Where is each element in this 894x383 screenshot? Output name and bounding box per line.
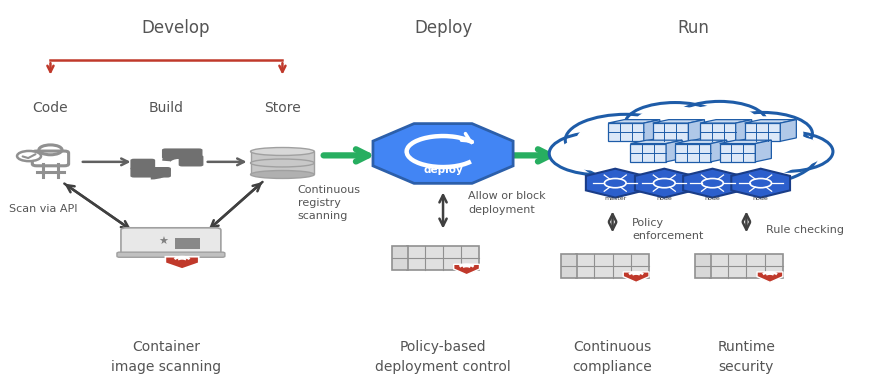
Circle shape [721, 116, 803, 151]
Text: Build: Build [148, 101, 184, 115]
Text: Code: Code [32, 101, 68, 115]
Text: node: node [752, 196, 768, 201]
FancyBboxPatch shape [576, 254, 648, 278]
Text: Store: Store [264, 101, 300, 115]
Polygon shape [735, 119, 751, 141]
Circle shape [565, 114, 686, 166]
FancyBboxPatch shape [561, 254, 577, 278]
Text: Continuous
compliance: Continuous compliance [572, 340, 652, 374]
FancyBboxPatch shape [117, 252, 224, 257]
Circle shape [590, 127, 714, 180]
FancyBboxPatch shape [392, 246, 408, 270]
Polygon shape [607, 123, 643, 141]
Ellipse shape [250, 147, 314, 155]
Polygon shape [674, 144, 710, 162]
Polygon shape [629, 144, 665, 162]
Text: Develop: Develop [141, 19, 209, 37]
Polygon shape [710, 140, 726, 162]
FancyBboxPatch shape [121, 228, 221, 256]
Polygon shape [250, 152, 314, 175]
Polygon shape [699, 119, 751, 123]
Circle shape [549, 132, 648, 175]
FancyBboxPatch shape [179, 155, 203, 167]
Circle shape [681, 105, 757, 137]
Polygon shape [652, 119, 704, 123]
Polygon shape [453, 264, 479, 275]
Polygon shape [682, 169, 741, 198]
Polygon shape [634, 169, 693, 198]
Polygon shape [744, 123, 780, 141]
Polygon shape [744, 119, 796, 123]
Circle shape [558, 136, 639, 171]
Polygon shape [607, 119, 659, 123]
Text: deploy: deploy [423, 165, 462, 175]
Polygon shape [674, 140, 726, 144]
Text: node: node [655, 196, 671, 201]
Circle shape [679, 127, 803, 180]
Polygon shape [755, 140, 771, 162]
Text: Continuous
registry
scanning: Continuous registry scanning [298, 185, 360, 221]
Circle shape [607, 117, 777, 190]
Circle shape [739, 132, 832, 171]
Polygon shape [687, 119, 704, 141]
Circle shape [624, 103, 724, 145]
Text: Rule checking: Rule checking [765, 224, 843, 234]
Circle shape [17, 151, 41, 161]
FancyBboxPatch shape [406, 246, 479, 270]
Text: Deploy: Deploy [413, 19, 472, 37]
Polygon shape [643, 119, 659, 141]
FancyBboxPatch shape [175, 237, 199, 249]
Circle shape [712, 113, 812, 155]
FancyBboxPatch shape [709, 254, 782, 278]
FancyBboxPatch shape [695, 254, 711, 278]
Text: Allow or block
deployment: Allow or block deployment [468, 191, 545, 214]
Polygon shape [373, 124, 512, 183]
Text: node: node [704, 196, 720, 201]
Text: master: master [603, 196, 626, 201]
Circle shape [665, 121, 817, 186]
FancyBboxPatch shape [131, 159, 155, 170]
Ellipse shape [250, 159, 314, 167]
Polygon shape [719, 140, 771, 144]
Circle shape [577, 121, 728, 186]
Circle shape [747, 135, 823, 168]
Polygon shape [699, 123, 735, 141]
FancyBboxPatch shape [131, 167, 171, 178]
Text: Container
image scanning: Container image scanning [111, 340, 221, 374]
Text: Policy-based
deployment control: Policy-based deployment control [375, 340, 510, 374]
Text: Runtime
security: Runtime security [717, 340, 774, 374]
Polygon shape [665, 140, 681, 162]
Circle shape [576, 119, 675, 161]
Text: Run: Run [676, 19, 708, 37]
Circle shape [672, 101, 765, 141]
Ellipse shape [250, 170, 314, 178]
Polygon shape [780, 119, 796, 141]
Text: Scan via API: Scan via API [9, 204, 77, 214]
Polygon shape [165, 257, 198, 269]
Polygon shape [730, 169, 789, 198]
Polygon shape [629, 140, 681, 144]
Text: ★: ★ [157, 237, 168, 247]
Circle shape [622, 124, 762, 183]
Text: Policy
enforcement: Policy enforcement [631, 218, 703, 241]
Circle shape [633, 106, 715, 141]
FancyBboxPatch shape [162, 149, 202, 159]
Polygon shape [652, 123, 687, 141]
Polygon shape [756, 272, 782, 282]
Polygon shape [719, 144, 755, 162]
Polygon shape [586, 169, 644, 198]
Polygon shape [622, 272, 648, 282]
